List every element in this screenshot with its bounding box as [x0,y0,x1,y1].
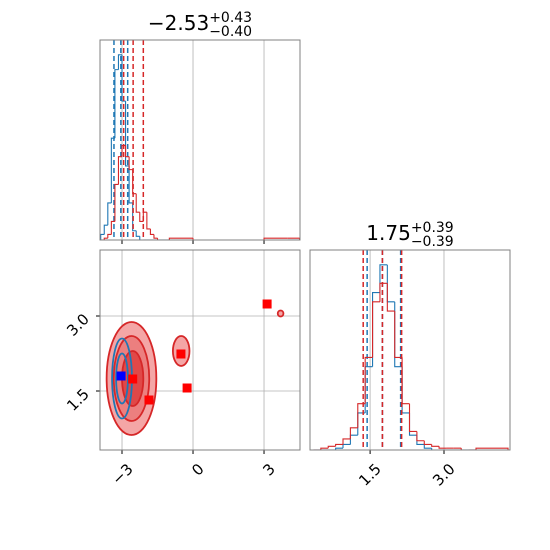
contour [115,352,129,405]
hist-step [357,412,366,436]
panel-title: 1.75+0.39 −0.39 [366,220,453,250]
marker [262,299,272,309]
hist-step [128,156,133,171]
hist-step [107,202,112,226]
hist-step [342,438,351,445]
hist-step [192,238,217,240]
hist-step [168,237,194,240]
hist-step [416,431,425,442]
panel-title: −2.53+0.43 −0.40 [148,10,252,40]
hist-step [156,238,170,240]
title-lower: −0.39 [411,234,454,250]
hist-step [394,311,403,358]
title-value: −2.53 [148,11,209,35]
hist-step [379,264,388,293]
marker [128,374,138,384]
hist-step [379,282,388,302]
panel [100,40,300,240]
panel-frame [309,249,511,451]
x-tick-label: 1.5 [355,460,385,490]
title-upper: +0.39 [411,220,454,236]
hist-step [139,236,144,240]
x-tick-label: 3.0 [429,460,459,490]
hist-step [263,237,288,240]
marker [182,383,192,393]
hist-step [438,446,447,449]
x-tick-label: 0 [188,460,207,479]
hist-step [431,448,440,450]
hist-step [100,233,105,240]
title-value: 1.75 [366,221,411,245]
hist-step [364,366,373,413]
hist-step [117,156,123,185]
hist-step [103,224,108,235]
hist-step [475,447,509,450]
title-lower: −0.40 [209,24,252,40]
hist-step [135,230,140,237]
hist-step [431,444,440,447]
hist-step [349,434,358,445]
panel-frame [99,249,301,451]
hist-step [408,403,417,433]
hist-step [320,447,329,450]
hist-step [349,427,358,439]
hist-step [401,366,410,414]
hist-step [110,220,115,235]
hist-step [117,54,123,70]
title-upper: +0.43 [209,10,252,26]
marker [176,349,186,359]
y-tick-label: 1.5 [63,385,93,415]
panel-frame [99,39,301,241]
panel [100,250,300,450]
hist-step [423,444,432,449]
hist-step [125,101,130,167]
hist-step [416,435,425,445]
hist-step [107,233,112,239]
hist-step [372,292,380,367]
hist-step [327,445,336,449]
hist-step [135,193,140,213]
x-tick-label: −3 [108,460,136,488]
hist-step [335,443,344,447]
hist-step [153,234,158,239]
hist-step [114,69,119,139]
hist-step [132,169,137,195]
hist-step [146,212,151,230]
y-tick-label: 3.0 [63,310,93,340]
hist-step [460,448,469,450]
x-tick-label: 3 [259,460,278,479]
hist-step [149,228,154,235]
hist-step [386,264,395,303]
hist-step [401,357,410,405]
hist-step [423,440,432,445]
hist-step [335,447,344,450]
hist-step [139,212,144,223]
hist-step [372,301,380,358]
hist-step [125,145,130,158]
hist-step [128,165,133,204]
hist-step [386,283,395,312]
hist-step [342,443,351,449]
hist-step [364,356,373,404]
hist-step [121,54,126,102]
panel [313,250,509,450]
hist-step [357,403,366,428]
hist-step [103,237,108,240]
marker [116,371,126,381]
hist-step [114,183,119,222]
contour [276,309,285,318]
marker [144,395,154,405]
